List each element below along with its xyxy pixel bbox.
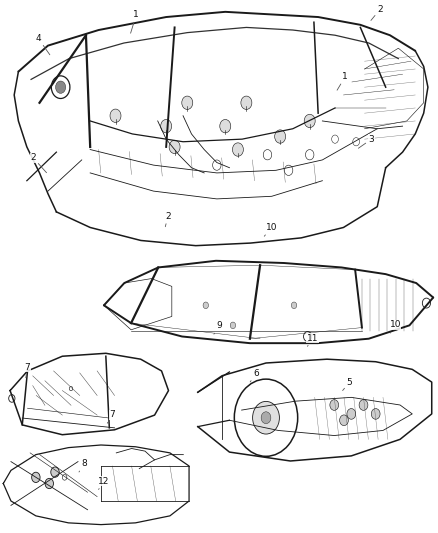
Text: 10: 10	[389, 320, 401, 333]
Circle shape	[161, 119, 172, 133]
Text: 10: 10	[264, 223, 277, 236]
Text: 1: 1	[131, 10, 139, 33]
Circle shape	[261, 412, 271, 424]
Circle shape	[304, 114, 315, 127]
Circle shape	[45, 478, 53, 489]
Circle shape	[330, 400, 339, 410]
Circle shape	[203, 302, 208, 309]
Circle shape	[253, 401, 279, 434]
Text: 8: 8	[79, 459, 87, 472]
Text: 12: 12	[98, 477, 110, 489]
Circle shape	[51, 467, 59, 477]
Circle shape	[230, 322, 236, 329]
Circle shape	[339, 415, 348, 426]
Circle shape	[275, 130, 286, 143]
Circle shape	[220, 119, 231, 133]
Circle shape	[371, 409, 380, 419]
Text: 5: 5	[343, 377, 353, 391]
Text: 11: 11	[307, 334, 318, 346]
Text: 2: 2	[371, 5, 383, 20]
Circle shape	[233, 143, 244, 156]
Circle shape	[182, 96, 193, 109]
Text: 7: 7	[25, 363, 30, 378]
Circle shape	[291, 302, 297, 309]
Text: 2: 2	[165, 212, 171, 227]
Text: 1: 1	[337, 72, 348, 90]
Text: 9: 9	[214, 321, 222, 334]
Circle shape	[347, 409, 356, 419]
Circle shape	[32, 472, 40, 482]
Circle shape	[56, 81, 66, 93]
Text: 2: 2	[30, 154, 46, 173]
Text: 4: 4	[35, 34, 50, 55]
Circle shape	[169, 140, 180, 154]
Circle shape	[359, 400, 368, 410]
Text: 6: 6	[250, 369, 259, 382]
Circle shape	[241, 96, 252, 109]
Text: 3: 3	[358, 135, 374, 148]
Circle shape	[110, 109, 121, 123]
Text: 7: 7	[107, 410, 115, 423]
